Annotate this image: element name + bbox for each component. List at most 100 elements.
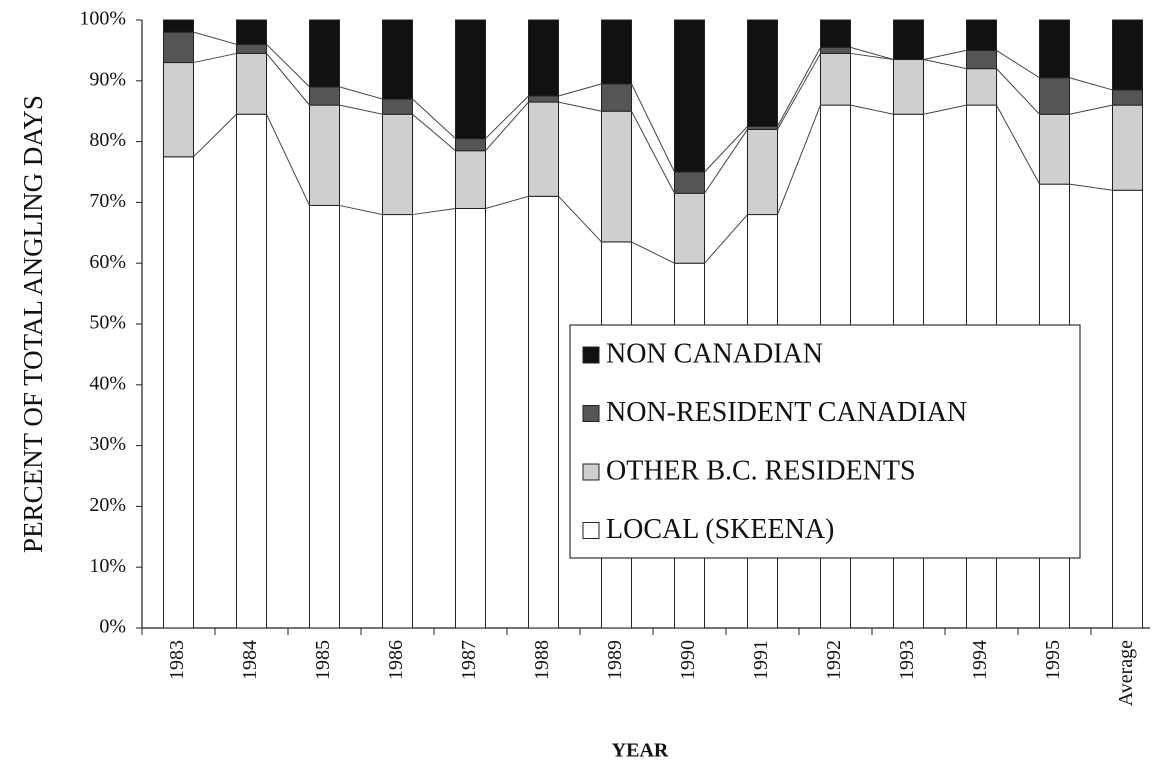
y-tick-label: 40%: [89, 372, 126, 394]
bar-segment: [747, 128, 778, 216]
bar-segment: [455, 150, 486, 209]
connector-line: [631, 83, 675, 173]
connector-line: [412, 98, 456, 139]
connector-line: [923, 49, 967, 61]
connector-line: [704, 129, 748, 194]
x-axis-label: YEAR: [612, 740, 669, 762]
connector-line: [193, 52, 237, 64]
legend-box: [569, 324, 1081, 559]
connector-line: [558, 83, 602, 97]
connector-line: [1069, 77, 1113, 91]
bar-segment: [601, 19, 632, 85]
connector-line: [996, 49, 1040, 79]
bar-segment: [1039, 19, 1070, 79]
y-tick-label: 90%: [89, 68, 126, 90]
bar-segment: [163, 31, 194, 64]
connector-line: [266, 53, 310, 106]
bar-segment: [528, 101, 559, 197]
connector-line: [704, 214, 748, 264]
bar-segment: [163, 156, 194, 629]
connector-line: [266, 43, 310, 88]
bar-segment: [163, 19, 194, 33]
bar-segment: [455, 19, 486, 140]
bar-segment: [747, 19, 778, 127]
connector-line: [850, 52, 894, 61]
y-tick-label: 30%: [89, 433, 126, 455]
connector-line: [631, 241, 675, 264]
bar-segment: [236, 113, 267, 629]
connector-line: [777, 104, 821, 215]
connector-line: [850, 46, 894, 61]
bar-segment: [382, 19, 413, 100]
bar-segment: [1112, 89, 1143, 106]
legend-label: NON-RESIDENT CANADIAN: [606, 397, 967, 428]
bar-segment: [601, 110, 632, 243]
legend-swatch: [582, 522, 600, 539]
bar-segment: [236, 52, 267, 115]
connector-line: [777, 53, 821, 130]
bar-segment: [966, 19, 997, 51]
legend-swatch: [582, 463, 600, 481]
bar-segment: [820, 52, 851, 106]
bar-segment: [820, 46, 851, 54]
bar-segment: [820, 19, 851, 48]
bar-segment: [455, 207, 486, 629]
legend-swatch: [582, 405, 600, 422]
connector-line: [339, 104, 383, 115]
connector-line: [485, 101, 529, 152]
bar-segment: [163, 62, 194, 158]
legend-label: LOCAL (SKEENA): [606, 514, 834, 545]
bar-segment: [966, 68, 997, 106]
bar-segment: [309, 204, 340, 629]
bar-segment: [236, 19, 267, 45]
x-tick-label: 1988: [531, 640, 553, 680]
connector-line: [558, 195, 602, 243]
connector-line: [558, 101, 602, 112]
bar-segment: [1112, 104, 1143, 191]
y-tick-label: 20%: [89, 494, 126, 516]
x-tick-label: 1987: [458, 640, 480, 680]
legend-label: NON CANADIAN: [606, 338, 823, 369]
bar-segment: [674, 171, 705, 194]
connector-line: [923, 104, 967, 115]
bar-segment: [893, 59, 924, 115]
connector-line: [631, 110, 675, 194]
bar-segment: [309, 19, 340, 88]
y-tick-label: 60%: [89, 251, 126, 273]
bar-segment: [309, 86, 340, 106]
bar-segment: [893, 19, 924, 61]
y-tick-label: 70%: [89, 190, 126, 212]
bar-segment: [528, 19, 559, 97]
connector-line: [923, 59, 967, 70]
x-tick-label: 1991: [750, 640, 772, 680]
bar-segment: [674, 19, 705, 173]
x-tick-label: 1985: [312, 640, 334, 680]
legend-swatch: [582, 346, 600, 364]
x-tick-label: 1989: [604, 640, 626, 680]
bar-segment: [236, 43, 267, 54]
y-tick-label: 10%: [89, 555, 126, 577]
bar-segment: [1039, 77, 1070, 115]
bar-segment: [528, 95, 559, 103]
y-tick-label: 100%: [79, 8, 126, 30]
connector-line: [412, 113, 456, 152]
bar-segment: [966, 49, 997, 70]
connector-line: [339, 204, 383, 216]
legend-label: OTHER B.C. RESIDENTS: [606, 455, 916, 486]
x-tick-label: 1994: [969, 640, 991, 680]
connector-line: [412, 207, 456, 216]
x-tick-label: 1984: [239, 640, 261, 680]
bar-segment: [455, 138, 486, 152]
x-tick-label: 1992: [823, 640, 845, 680]
connector-line: [266, 114, 310, 206]
bar-segment: [1039, 113, 1070, 185]
connector-line: [996, 104, 1040, 185]
bar-segment: [382, 214, 413, 629]
bar-segment: [382, 98, 413, 115]
connector-line: [485, 195, 529, 209]
connector-line: [339, 86, 383, 100]
y-tick-label: 50%: [89, 312, 126, 334]
x-tick-label: 1995: [1042, 640, 1064, 680]
y-tick-label: 80%: [89, 129, 126, 151]
bar-segment: [309, 104, 340, 206]
